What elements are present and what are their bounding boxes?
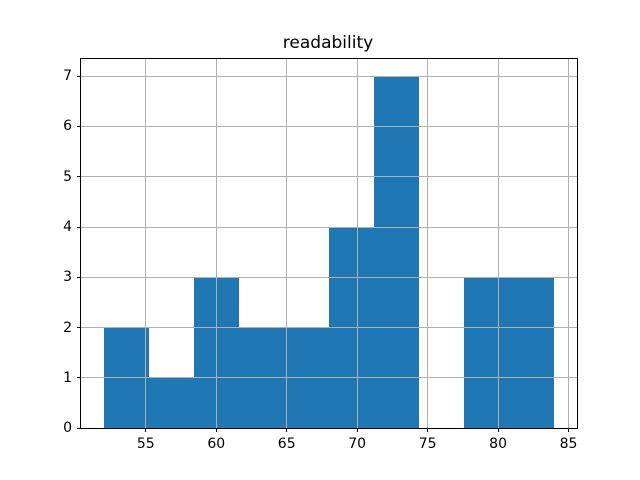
histogram-bar: [509, 277, 555, 429]
histogram-bar: [148, 377, 194, 429]
y-tick-mark: [77, 226, 81, 228]
x-tick-label: 80: [489, 436, 507, 453]
y-tick-mark: [77, 377, 81, 379]
gridline-vertical: [568, 58, 570, 429]
gridline-vertical: [497, 58, 499, 429]
y-tick-label: 5: [63, 168, 72, 185]
histogram-bar: [464, 277, 510, 429]
gridline-horizontal: [81, 226, 577, 228]
gridline-vertical: [215, 58, 217, 429]
x-tick-label: 70: [348, 436, 367, 453]
x-tick-mark: [215, 428, 217, 433]
gridline-horizontal: [81, 377, 577, 379]
y-tick-label: 4: [63, 219, 72, 236]
x-tick-mark: [427, 428, 429, 433]
x-tick-label: 85: [559, 436, 578, 453]
x-tick-label: 60: [207, 436, 226, 453]
gridline-horizontal: [81, 176, 577, 178]
gridline-vertical: [145, 58, 147, 429]
y-tick-label: 7: [63, 68, 72, 85]
y-tick-label: 1: [63, 369, 72, 386]
y-tick-label: 0: [63, 420, 72, 437]
histogram-bar: [374, 76, 420, 429]
x-tick-label: 55: [136, 436, 155, 453]
gridline-vertical: [356, 58, 358, 429]
x-tick-mark: [568, 428, 570, 433]
x-tick-mark: [286, 428, 288, 433]
y-tick-mark: [77, 176, 81, 178]
gridline-vertical: [427, 58, 429, 429]
x-tick-mark: [497, 428, 499, 433]
y-tick-mark: [77, 276, 81, 278]
gridline-horizontal: [81, 75, 577, 77]
gridline-horizontal: [81, 276, 577, 278]
x-tick-mark: [356, 428, 358, 433]
x-tick-label: 75: [418, 436, 437, 453]
y-tick-mark: [77, 125, 81, 127]
x-tick-mark: [145, 428, 147, 433]
gridline-vertical: [286, 58, 288, 429]
y-tick-label: 3: [63, 269, 72, 286]
y-tick-label: 2: [63, 319, 72, 336]
chart-title: readability: [282, 33, 374, 53]
x-tick-label: 65: [277, 436, 296, 453]
gridline-horizontal: [81, 327, 577, 329]
y-tick-mark: [77, 427, 81, 429]
gridline-horizontal: [81, 125, 577, 127]
plot-area: 55 60 65 70 75 80 85 0 1 2 3 4 5 6 7: [63, 57, 578, 452]
y-tick-mark: [77, 327, 81, 329]
y-tick-label: 6: [63, 118, 72, 135]
y-tick-mark: [77, 75, 81, 77]
